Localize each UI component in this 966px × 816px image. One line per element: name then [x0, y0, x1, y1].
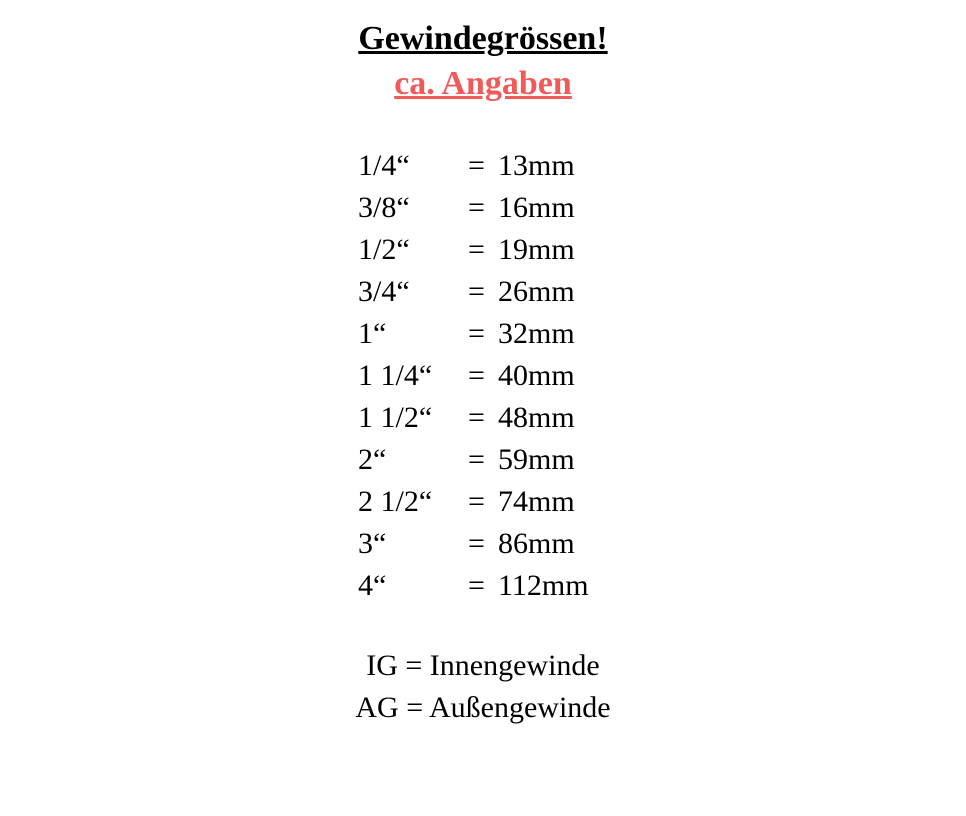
table-row: 3/4“= 26mm	[0, 271, 966, 313]
cell-inch: 2 1/2“	[358, 481, 468, 523]
cell-separator: =	[468, 355, 498, 397]
table-row: 1/4“= 13mm	[0, 145, 966, 187]
page: Gewindegrössen! ca. Angaben 1/4“= 13mm3/…	[0, 0, 966, 729]
table-row-content: 1 1/4“= 40mm	[358, 355, 608, 397]
table-row: 3“= 86mm	[0, 523, 966, 565]
cell-mm: 40mm	[498, 355, 608, 397]
cell-separator: =	[468, 271, 498, 313]
table-row: 1/2“= 19mm	[0, 229, 966, 271]
cell-mm: 16mm	[498, 187, 608, 229]
cell-inch: 2“	[358, 439, 468, 481]
table-row-content: 1 1/2“= 48mm	[358, 397, 608, 439]
table-row: 2“= 59mm	[0, 439, 966, 481]
legend-item: AG = Außengewinde	[0, 687, 966, 729]
page-title: Gewindegrössen!	[0, 18, 966, 61]
table-row: 1 1/2“= 48mm	[0, 397, 966, 439]
table-row-content: 1/2“= 19mm	[358, 229, 608, 271]
cell-inch: 1 1/4“	[358, 355, 468, 397]
cell-mm: 74mm	[498, 481, 608, 523]
table-row-content: 1/4“= 13mm	[358, 145, 608, 187]
page-subtitle: ca. Angaben	[0, 63, 966, 106]
cell-inch: 1“	[358, 313, 468, 355]
legend: IG = InnengewindeAG = Außengewinde	[0, 645, 966, 729]
table-row: 3/8“= 16mm	[0, 187, 966, 229]
table-row-content: 2“= 59mm	[358, 439, 608, 481]
cell-mm: 86mm	[498, 523, 608, 565]
table-row-content: 2 1/2“= 74mm	[358, 481, 608, 523]
cell-separator: =	[468, 565, 498, 607]
cell-separator: =	[468, 187, 498, 229]
table-row-content: 3“= 86mm	[358, 523, 608, 565]
legend-item: IG = Innengewinde	[0, 645, 966, 687]
cell-separator: =	[468, 481, 498, 523]
cell-mm: 48mm	[498, 397, 608, 439]
table-row-content: 1“= 32mm	[358, 313, 608, 355]
cell-mm: 32mm	[498, 313, 608, 355]
cell-inch: 3/8“	[358, 187, 468, 229]
spacer	[0, 105, 966, 145]
cell-mm: 26mm	[498, 271, 608, 313]
cell-separator: =	[468, 439, 498, 481]
cell-inch: 4“	[358, 565, 468, 607]
cell-inch: 1/2“	[358, 229, 468, 271]
cell-mm: 13mm	[498, 145, 608, 187]
cell-separator: =	[468, 313, 498, 355]
cell-separator: =	[468, 397, 498, 439]
cell-inch: 3/4“	[358, 271, 468, 313]
cell-separator: =	[468, 145, 498, 187]
cell-separator: =	[468, 229, 498, 271]
table-row-content: 3/4“= 26mm	[358, 271, 608, 313]
table-row-content: 3/8“= 16mm	[358, 187, 608, 229]
cell-mm: 19mm	[498, 229, 608, 271]
table-row: 1“= 32mm	[0, 313, 966, 355]
table-row: 2 1/2“= 74mm	[0, 481, 966, 523]
cell-inch: 1 1/2“	[358, 397, 468, 439]
thread-size-table: 1/4“= 13mm3/8“= 16mm1/2“= 19mm3/4“= 26mm…	[0, 145, 966, 607]
table-row-content: 4“= 112mm	[358, 565, 608, 607]
cell-mm: 112mm	[498, 565, 608, 607]
cell-mm: 59mm	[498, 439, 608, 481]
cell-inch: 3“	[358, 523, 468, 565]
table-row: 4“= 112mm	[0, 565, 966, 607]
table-row: 1 1/4“= 40mm	[0, 355, 966, 397]
cell-separator: =	[468, 523, 498, 565]
cell-inch: 1/4“	[358, 145, 468, 187]
